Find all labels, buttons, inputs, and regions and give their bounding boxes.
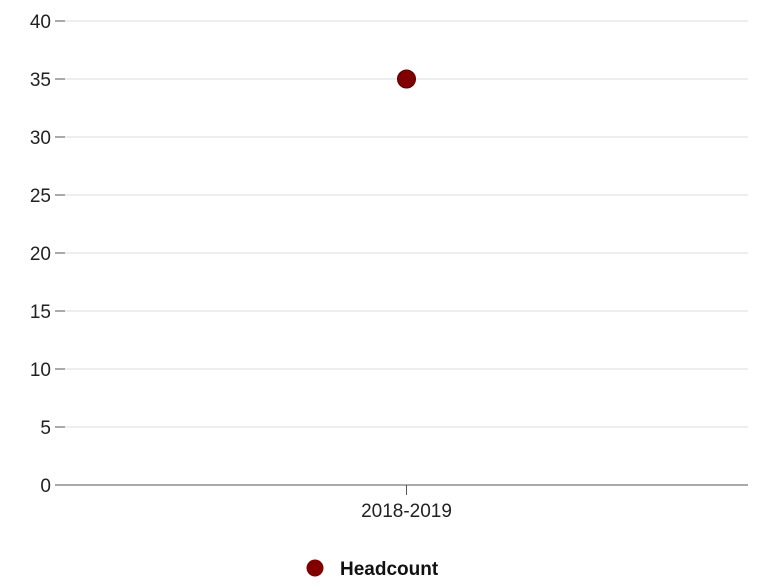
legend: Headcount: [306, 559, 439, 580]
x-tick-label: 2018-2019: [361, 501, 452, 522]
y-tick-label: 35: [30, 70, 51, 91]
legend-label: Headcount: [340, 559, 439, 580]
data-point[interactable]: [397, 69, 416, 89]
y-tick-label: 25: [30, 186, 51, 207]
legend-item[interactable]: Headcount: [306, 559, 439, 580]
data-points: [397, 69, 416, 89]
legend-marker: [306, 559, 324, 577]
y-tick-label: 0: [40, 476, 51, 497]
y-tick-label: 10: [30, 360, 51, 381]
gridlines: [65, 20, 748, 428]
y-tick-label: 30: [30, 128, 51, 149]
y-tick-label: 40: [30, 12, 51, 33]
y-tick-label: 5: [40, 418, 51, 439]
y-tick-label: 15: [30, 302, 51, 323]
y-tick-label: 20: [30, 244, 51, 265]
axes: 0 5 10 15 20 25 30 35 40 2018-2019: [30, 12, 748, 522]
